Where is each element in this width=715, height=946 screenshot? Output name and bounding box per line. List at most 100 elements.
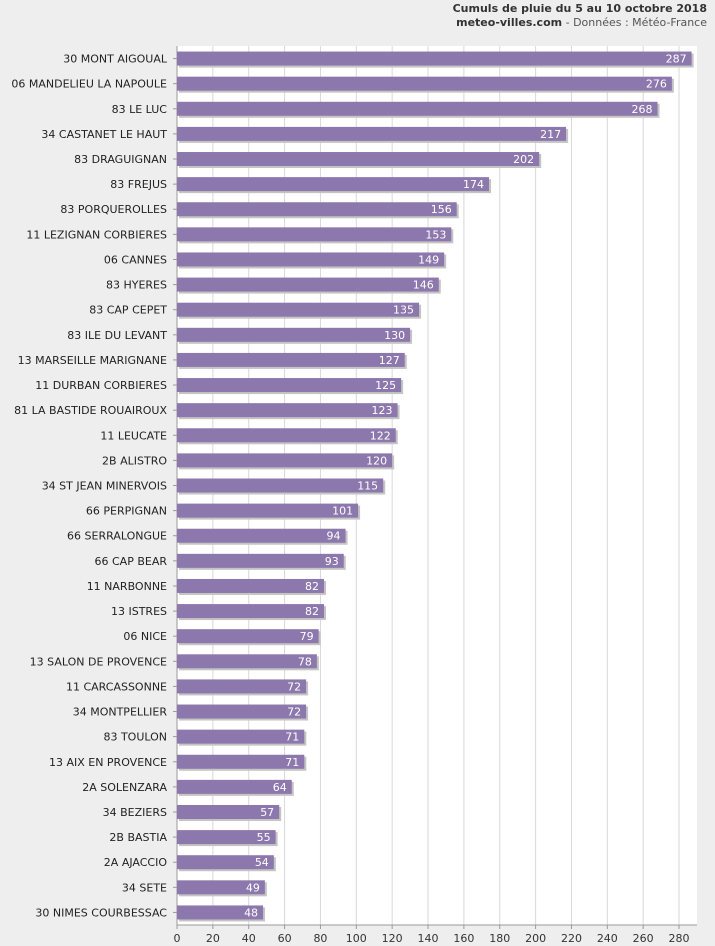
data-label: 54 [255,856,269,869]
category-label: 83 DRAGUIGNAN [74,153,167,166]
category-label: 13 MARSEILLE MARIGNANE [18,354,167,367]
bar [177,76,672,91]
data-label: 94 [327,530,341,543]
data-label: 156 [431,203,452,216]
category-label: 2A SOLENZARA [82,781,167,794]
data-label: 115 [357,480,378,493]
bar [177,378,402,393]
site-name: meteo-villes.com [456,16,563,29]
data-label: 55 [257,831,271,844]
bar [177,779,292,794]
bar [177,880,265,895]
x-tick-label: 240 [597,932,618,945]
category-label: 34 MONTPELLIER [73,706,168,719]
bar [177,679,307,694]
x-tick-label: 160 [453,932,474,945]
data-source: - Données : Météo-France [562,16,707,29]
category-label: 83 LE LUC [112,103,168,116]
data-label: 64 [273,781,287,794]
data-label: 49 [246,881,260,894]
data-label: 202 [513,153,534,166]
data-label: 268 [632,103,653,116]
bar [177,152,540,167]
category-label: 11 NARBONNE [87,580,167,593]
category-label: 11 CARCASSONNE [66,680,167,693]
category-label: 81 LA BASTIDE ROUAIROUX [14,404,167,417]
data-label: 120 [366,454,387,467]
data-label: 127 [379,354,400,367]
data-label: 174 [463,178,484,191]
category-label: 11 DURBAN CORBIERES [35,379,167,392]
data-label: 217 [540,128,561,141]
data-label: 130 [384,329,405,342]
data-label: 78 [298,655,312,668]
bar [177,277,439,292]
x-tick-label: 200 [525,932,546,945]
x-tick-label: 100 [346,932,367,945]
data-label: 276 [646,78,667,91]
data-label: 71 [285,731,299,744]
category-label: 13 ISTRES [111,605,167,618]
bar [177,629,319,644]
data-label: 79 [300,630,314,643]
category-label: 34 SETE [122,881,167,894]
bar [177,478,384,493]
x-tick-label: 140 [418,932,439,945]
bar [177,654,317,669]
data-label: 122 [370,429,391,442]
bar [177,553,344,568]
data-label: 101 [332,505,353,518]
category-label: 66 SERRALONGUE [67,530,167,543]
category-label: 06 MANDELIEU LA NAPOULE [11,78,167,91]
data-label: 149 [418,253,439,266]
bar [177,227,452,242]
category-label: 34 ST JEAN MINERVOIS [42,480,167,493]
bar [177,503,359,518]
x-tick-label: 80 [313,932,327,945]
bar [177,453,393,468]
data-label: 57 [260,806,274,819]
category-label: 34 CASTANET LE HAUT [41,128,167,141]
bar [177,51,692,66]
bar [177,604,325,619]
bar [177,704,307,719]
bar [177,729,305,744]
bar [177,126,567,141]
data-label: 287 [666,53,687,66]
x-tick-label: 120 [382,932,403,945]
bar [177,528,346,543]
category-label: 30 MONT AIGOUAL [63,53,168,66]
category-label: 83 CAP CEPET [89,304,167,317]
category-label: 2B BASTIA [109,831,167,844]
category-label: 66 CAP BEAR [95,555,168,568]
category-label: 83 PORQUEROLLES [60,203,167,216]
category-label: 11 LEZIGNAN CORBIERES [26,228,167,241]
chart-title: Cumuls de pluie du 5 au 10 octobre 2018 [452,2,707,15]
data-label: 82 [305,580,319,593]
category-label: 66 PERPIGNAN [86,505,167,518]
data-label: 125 [375,379,396,392]
bar [177,754,305,769]
bar [177,352,405,367]
bar [177,302,420,317]
category-label: 2A AJACCIO [104,856,168,869]
category-label: 30 NIMES COURBESSAC [35,906,167,919]
data-label: 123 [372,404,393,417]
category-label: 06 NICE [123,630,167,643]
data-label: 146 [413,279,434,292]
x-tick-label: 20 [206,932,220,945]
x-tick-label: 220 [561,932,582,945]
bar [177,403,398,418]
chart-header: Cumuls de pluie du 5 au 10 octobre 2018 … [453,2,707,30]
data-label: 48 [244,906,258,919]
bar [177,855,274,870]
data-label: 71 [285,756,299,769]
x-tick-label: 60 [278,932,292,945]
category-label: 06 CANNES [104,253,167,266]
category-label: 83 ILE DU LEVANT [67,329,167,342]
category-label: 11 LEUCATE [100,429,167,442]
category-label: 83 TOULON [103,731,167,744]
data-label: 135 [393,304,414,317]
